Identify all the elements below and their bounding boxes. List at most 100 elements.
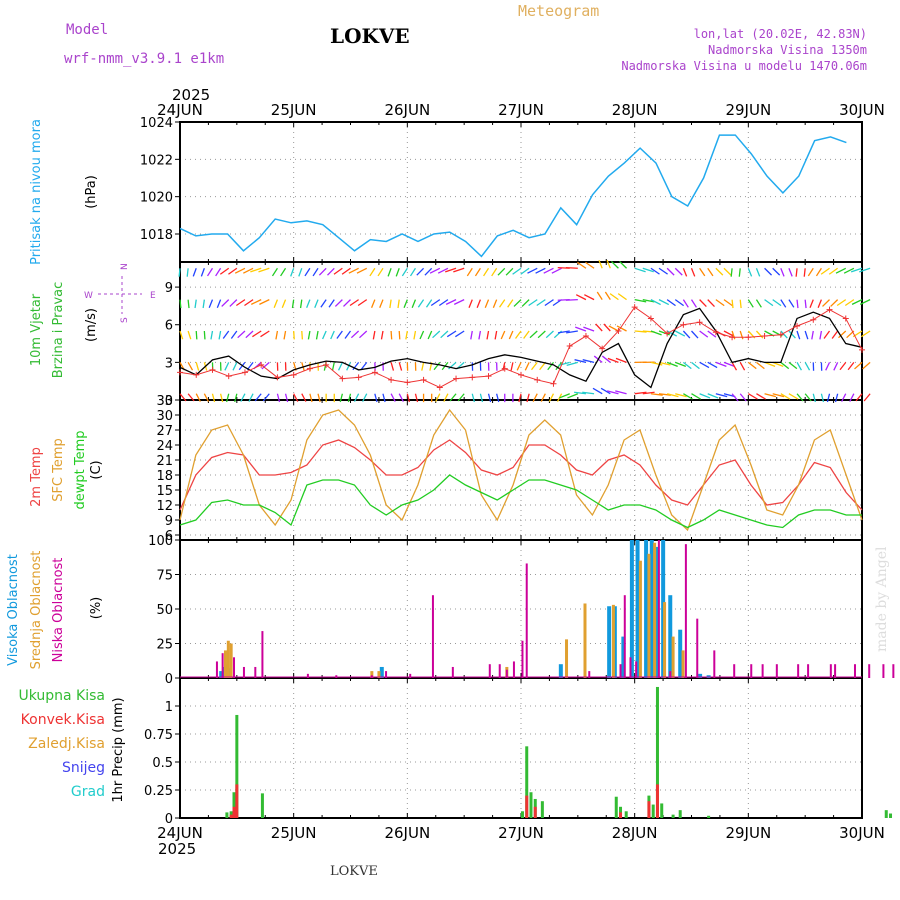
wind-gust-marker <box>371 369 378 376</box>
wind-gust-marker <box>388 376 395 383</box>
wind-arrow <box>674 330 686 337</box>
wind-gust-marker <box>810 316 817 323</box>
wind-arrow <box>841 393 847 402</box>
wind-arrow <box>306 299 311 308</box>
cloud-bar-mid <box>663 602 667 678</box>
wind-arrow <box>603 323 611 332</box>
wind-arrow <box>548 393 555 402</box>
y-tick-label: 0.25 <box>144 784 173 799</box>
precip-bar-total <box>225 812 229 818</box>
wind-arrow <box>855 393 863 402</box>
y-tick-label: 1020 <box>140 191 173 206</box>
x-tick-label-bottom: 25JUN <box>271 824 317 842</box>
wind-arrow <box>192 268 197 277</box>
wind-arrow <box>748 393 758 400</box>
wind-arrow <box>390 393 396 402</box>
wind-arrow <box>218 330 222 340</box>
wind-arrow <box>230 330 238 339</box>
wind-gust-marker <box>241 369 248 376</box>
dew-label: dewpt Temp <box>73 430 88 509</box>
wind-label-1: 10m Vjetar <box>29 293 44 366</box>
wind-arrow <box>259 299 270 305</box>
wind-arrow <box>291 299 295 309</box>
wind-gust-marker <box>453 375 460 382</box>
wind-label-2: Brzina i Pravac <box>51 282 66 379</box>
wind-unit: (m/s) <box>84 308 99 342</box>
cloud-bar-low <box>629 657 632 678</box>
wind-arrow <box>566 361 579 367</box>
wind-arrow <box>850 267 863 273</box>
wind-arrow <box>530 361 538 371</box>
wind-arrow <box>516 362 522 371</box>
wind-arrow <box>582 391 595 395</box>
wind-arrow <box>377 267 384 277</box>
credit-watermark: made by Angel <box>874 546 890 652</box>
wind-arrow <box>298 268 303 277</box>
wind-arrow <box>666 330 678 337</box>
wind-arrow <box>432 330 441 339</box>
wind-arrow <box>738 268 741 277</box>
wind-arrow <box>528 299 538 307</box>
y-tick-label: 75 <box>156 569 173 584</box>
wind-arrow <box>483 267 490 277</box>
cloud-bar-low <box>254 666 257 678</box>
wind-arrow <box>707 267 714 277</box>
wind-gust-marker <box>664 330 671 337</box>
wind-arrow <box>707 330 717 338</box>
wind-arrow <box>527 267 538 274</box>
wind-arrow <box>606 259 611 269</box>
wind-arrow <box>293 393 299 402</box>
wind-arrow <box>764 267 773 276</box>
wind-arrow <box>337 362 343 371</box>
wind-arrow <box>699 393 711 399</box>
wind-arrow <box>250 299 262 305</box>
station-title: LOKVE <box>330 24 410 48</box>
wind-arrow <box>494 330 498 340</box>
wind-arrow <box>809 299 814 308</box>
wind-arrow <box>243 267 254 274</box>
wind-arrow <box>658 361 671 366</box>
wind-arrow <box>634 267 646 273</box>
wind-arrow <box>619 260 628 269</box>
wind-arrow <box>449 393 457 402</box>
wind-arrow <box>796 362 802 371</box>
temp-line-dew <box>179 474 862 529</box>
wind-arrow <box>811 330 814 340</box>
wind-arrow <box>195 362 200 371</box>
wind-arrow <box>803 268 806 277</box>
wind-arrow <box>690 268 696 277</box>
wind-arrow <box>610 260 619 269</box>
wind-gust-marker <box>647 315 654 322</box>
cloud-bar-low <box>797 664 800 678</box>
wind-arrow <box>187 330 192 340</box>
wind-arrow <box>438 299 449 307</box>
cloud-bar-high <box>698 673 703 678</box>
wind-arrow <box>739 362 746 371</box>
precip-bar-total <box>235 714 239 818</box>
wind-arrow <box>634 330 647 333</box>
temp-unit: (C) <box>89 460 104 479</box>
cloud-bar-low <box>215 661 218 678</box>
wind-arrow <box>772 299 782 307</box>
wind-arrow <box>513 299 522 307</box>
cloud-bar-mid <box>229 643 233 678</box>
wind-arrow <box>317 393 321 403</box>
compass-w: W <box>84 291 93 301</box>
wind-arrow <box>224 362 230 371</box>
wind-gust-marker <box>290 371 297 378</box>
wind-arrow <box>825 362 831 371</box>
wind-arrow <box>566 330 578 334</box>
precip-bar-conv <box>232 806 236 818</box>
wind-arrow <box>666 267 675 276</box>
wind-arrow <box>344 330 352 339</box>
cloud-bar-high <box>635 540 640 678</box>
cloud-bar-low <box>431 595 434 678</box>
wind-arrow <box>828 267 839 275</box>
x-tick-label-top: 26JUN <box>384 101 430 119</box>
wind-arrow <box>406 393 411 403</box>
wind-arrow <box>346 362 352 371</box>
wind-arrow <box>565 266 578 269</box>
wind-arrow <box>435 393 441 402</box>
wind-arrow <box>616 325 627 332</box>
